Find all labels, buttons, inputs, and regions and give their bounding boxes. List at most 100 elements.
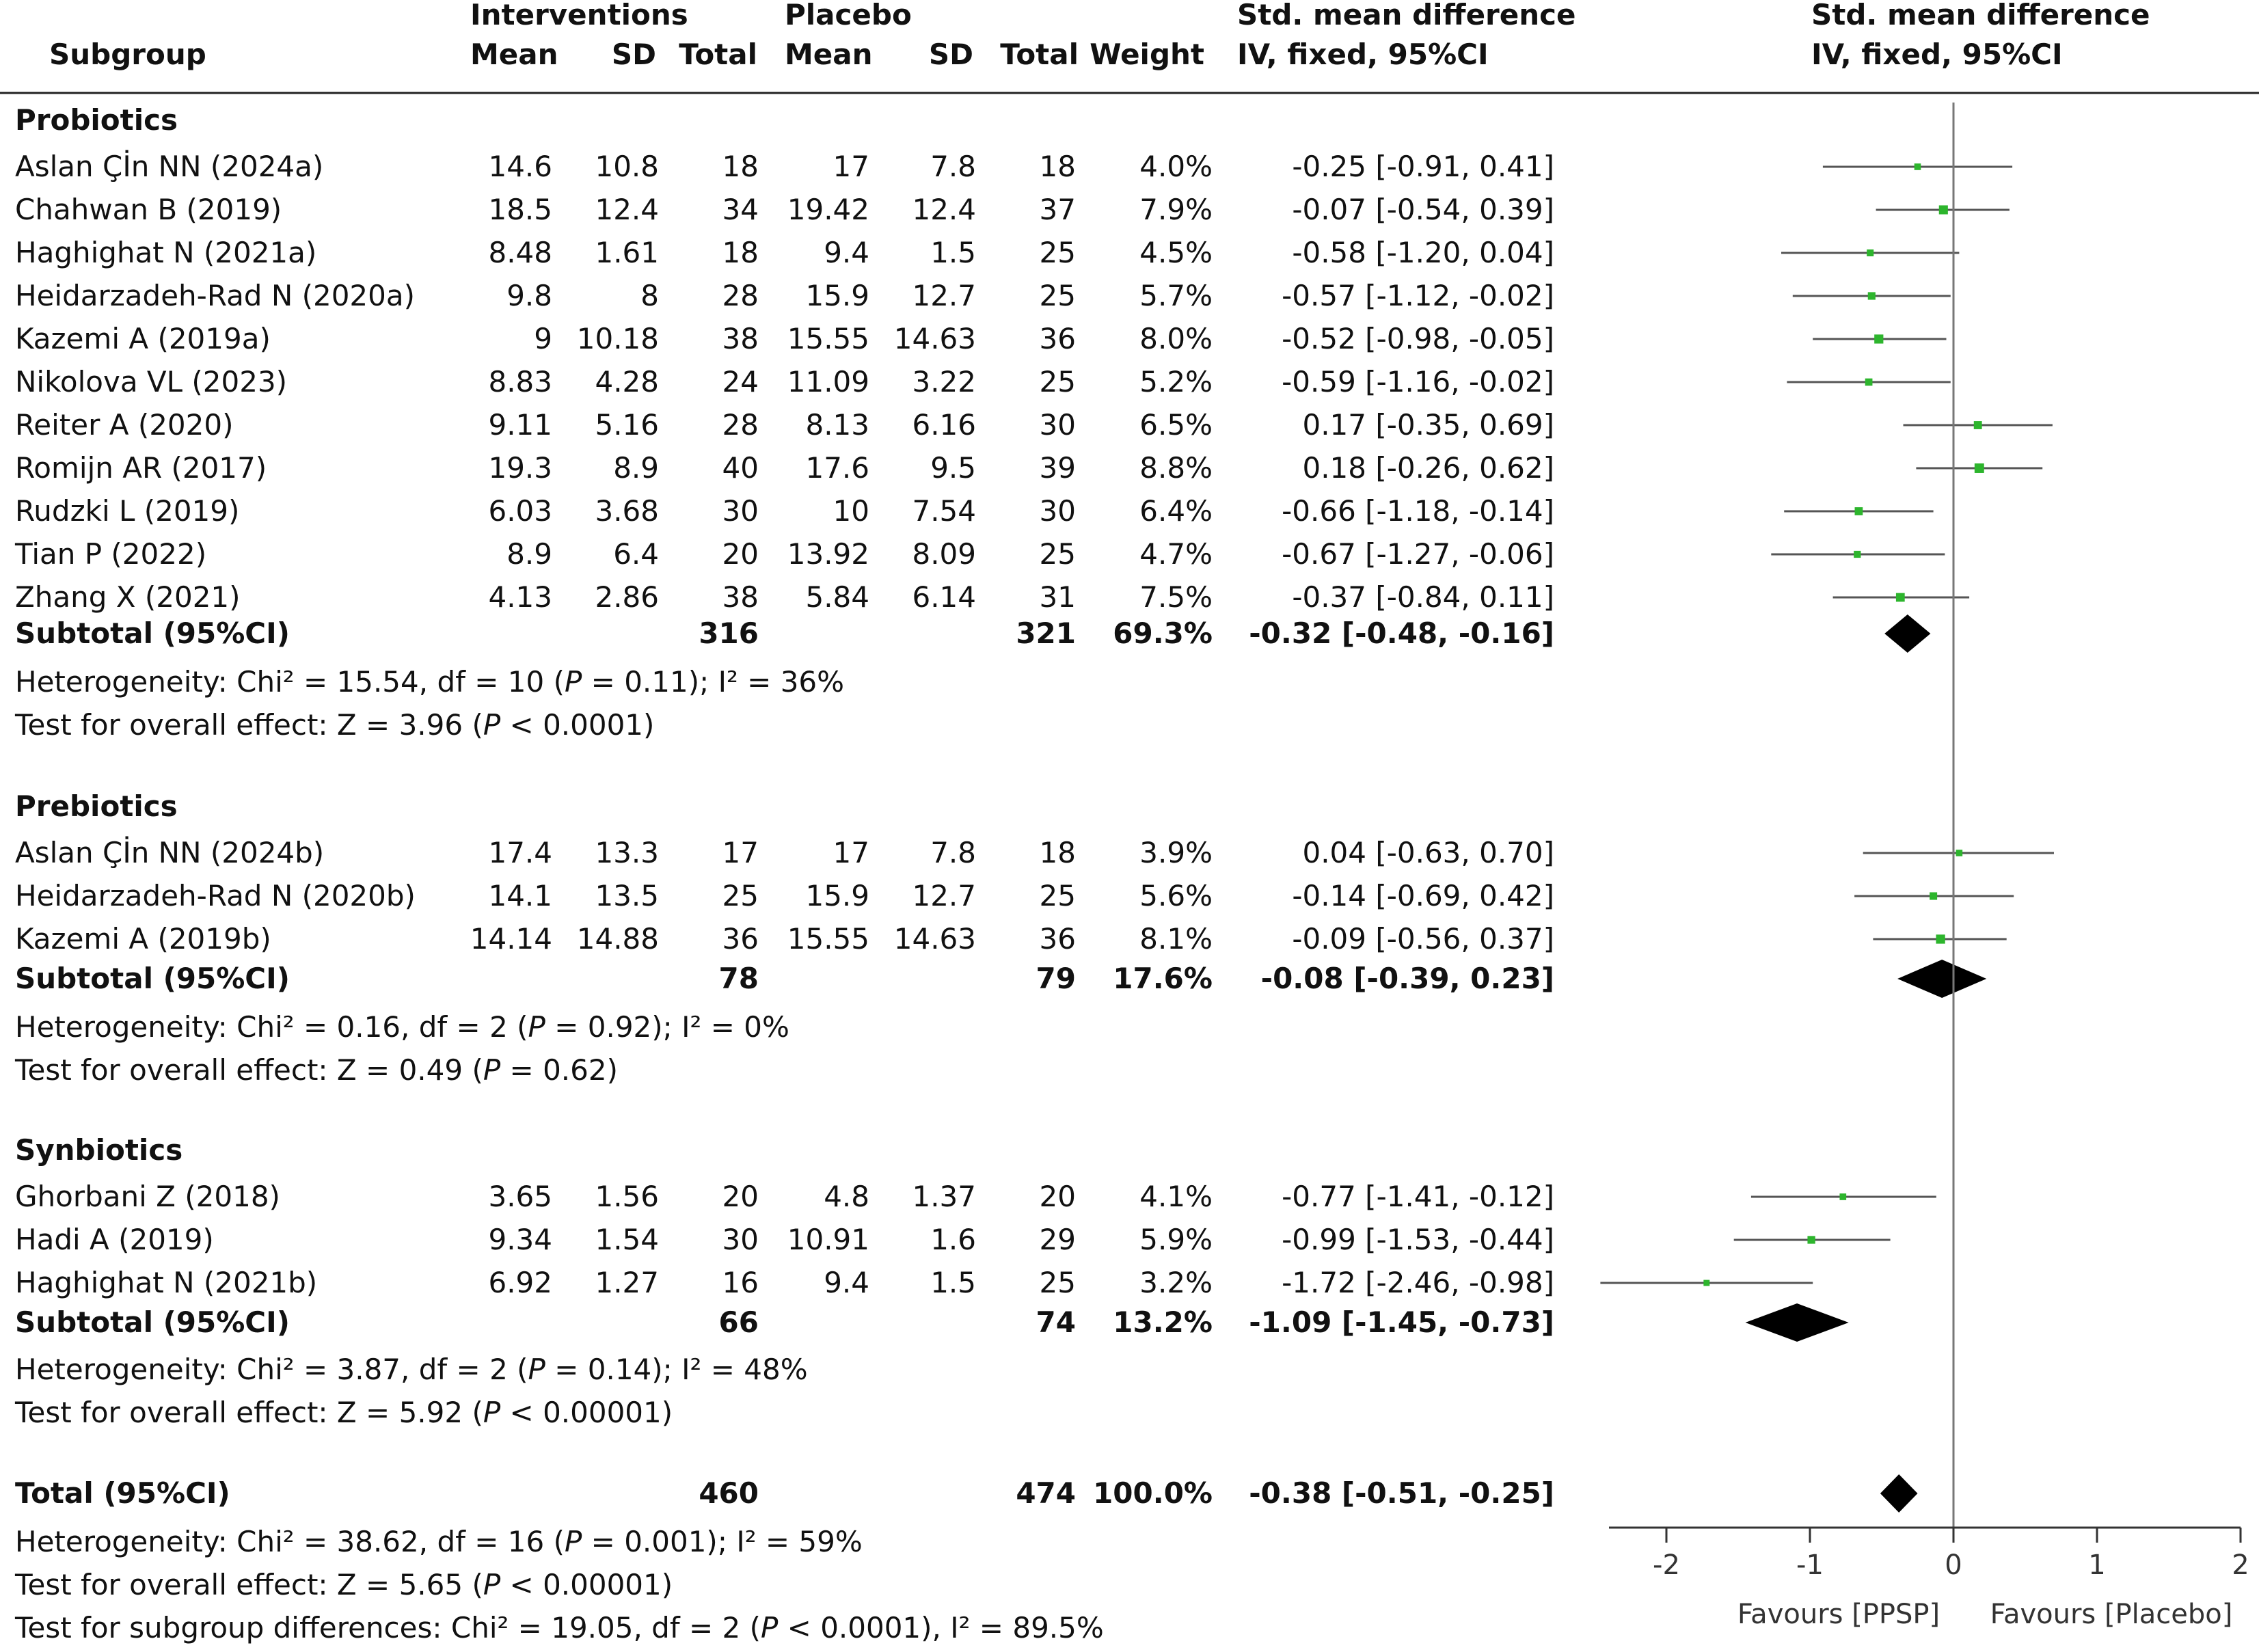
cell-pla-total: 29 bbox=[1040, 1223, 1076, 1256]
cell-weight: 5.9% bbox=[1139, 1223, 1213, 1256]
favours-left-label: Favours [PPSP] bbox=[1737, 1599, 1940, 1630]
heterogeneity-note: Heterogeneity: Chi² = 0.16, df = 2 (P = … bbox=[15, 1010, 789, 1044]
cell-weight: 5.7% bbox=[1139, 279, 1213, 312]
cell-int-mean: 3.65 bbox=[488, 1180, 552, 1213]
cell-pla-mean: 17 bbox=[833, 836, 869, 869]
effect-marker bbox=[1854, 507, 1863, 515]
cell-pla-total: 25 bbox=[1040, 879, 1076, 912]
cell-int-total: 24 bbox=[722, 365, 759, 398]
cell-pla-total: 25 bbox=[1040, 236, 1076, 269]
cell-ci: -0.67 [-1.27, -0.06] bbox=[1282, 537, 1554, 571]
subgroup-differences-note-part: < 0.0001), I² = 89.5% bbox=[778, 1611, 1103, 1644]
cell-pla-sd: 14.63 bbox=[894, 322, 976, 355]
cell-pla-sd: 1.6 bbox=[930, 1223, 976, 1256]
cell-int-mean: 6.92 bbox=[488, 1266, 552, 1299]
heterogeneity-note-part: Heterogeneity: Chi² = 0.16, df = 2 ( bbox=[15, 1010, 528, 1044]
cell-int-total: 28 bbox=[722, 408, 759, 442]
cell-pla-sd: 1.5 bbox=[930, 236, 976, 269]
header-pla-sd: SD bbox=[929, 38, 973, 71]
cell-int-total: 36 bbox=[722, 922, 759, 956]
cell-ci: -0.66 [-1.18, -0.14] bbox=[1282, 494, 1554, 528]
cell-int-total: 40 bbox=[722, 451, 759, 485]
x-tick-label: 2 bbox=[2232, 1549, 2249, 1581]
cell-pla-total: 36 bbox=[1040, 322, 1076, 355]
total-ci: -0.38 [-0.51, -0.25] bbox=[1249, 1476, 1554, 1510]
cell-int-sd: 4.28 bbox=[595, 365, 659, 398]
overall-effect-note-part: P bbox=[483, 708, 501, 742]
overall-effect-note-part: Test for overall effect: Z = 3.96 ( bbox=[14, 708, 483, 742]
cell-pla-mean: 9.4 bbox=[824, 236, 869, 269]
group-header-synbiotics: Synbiotics bbox=[15, 1133, 182, 1167]
cell-int-total: 16 bbox=[722, 1266, 759, 1299]
cell-int-total: 28 bbox=[722, 279, 759, 312]
total-overall-effect-note-part: < 0.00001) bbox=[500, 1568, 673, 1601]
overall-effect-note-part: < 0.00001) bbox=[500, 1396, 673, 1429]
cell-int-sd: 13.5 bbox=[595, 879, 659, 912]
heterogeneity-note: Heterogeneity: Chi² = 3.87, df = 2 (P = … bbox=[15, 1353, 808, 1386]
cell-int-sd: 1.54 bbox=[595, 1223, 659, 1256]
cell-pla-mean: 4.8 bbox=[824, 1180, 869, 1213]
cell-int-sd: 5.16 bbox=[595, 408, 659, 442]
total-overall-effect-note-part: Test for overall effect: Z = 5.65 ( bbox=[14, 1568, 483, 1601]
cell-weight: 4.5% bbox=[1139, 236, 1213, 269]
effect-marker bbox=[1703, 1279, 1710, 1286]
cell-pla-mean: 9.4 bbox=[824, 1266, 869, 1299]
cell-pla-total: 25 bbox=[1040, 365, 1076, 398]
subtotal-pla-total: 321 bbox=[1016, 617, 1076, 650]
total-heterogeneity-note: Heterogeneity: Chi² = 38.62, df = 16 (P … bbox=[15, 1525, 863, 1558]
study-name: Hadi A (2019) bbox=[15, 1223, 214, 1256]
heterogeneity-note: Heterogeneity: Chi² = 15.54, df = 10 (P … bbox=[15, 665, 844, 699]
subtotal-int-total: 316 bbox=[699, 617, 759, 650]
header-smd: Std. mean difference bbox=[1237, 0, 1576, 31]
x-tick-label: -1 bbox=[1796, 1549, 1824, 1581]
group-header-prebiotics: Prebiotics bbox=[15, 789, 178, 823]
subgroup-differences-note: Test for subgroup differences: Chi² = 19… bbox=[14, 1611, 1104, 1644]
cell-weight: 4.0% bbox=[1139, 150, 1213, 183]
cell-pla-sd: 8.09 bbox=[912, 537, 976, 571]
effect-marker bbox=[1839, 1193, 1847, 1200]
header-int-total: Total bbox=[679, 38, 757, 71]
total-weight: 100.0% bbox=[1093, 1476, 1213, 1510]
cell-int-mean: 14.1 bbox=[488, 879, 552, 912]
favours-right-label: Favours [Placebo] bbox=[1990, 1599, 2233, 1630]
heterogeneity-note-part: = 0.92); I² = 0% bbox=[545, 1010, 789, 1044]
cell-int-sd: 6.4 bbox=[613, 537, 659, 571]
subtotal-diamond bbox=[1897, 960, 1987, 998]
subtotal-weight: 69.3% bbox=[1113, 617, 1213, 650]
cell-pla-sd: 12.7 bbox=[912, 279, 976, 312]
cell-int-sd: 14.88 bbox=[577, 922, 659, 956]
cell-pla-mean: 17 bbox=[833, 150, 869, 183]
cell-pla-mean: 10.91 bbox=[787, 1223, 869, 1256]
subtotal-diamond bbox=[1745, 1303, 1849, 1342]
plot-marks: -2 -1 0 1 2 Favours [PPSP] Favours [Placebo] bbox=[1600, 103, 2249, 1630]
total-label: Total (95%CI) bbox=[15, 1476, 230, 1510]
total-overall-effect-note: Test for overall effect: Z = 5.65 (P < 0… bbox=[14, 1568, 673, 1601]
cell-int-total: 17 bbox=[722, 836, 759, 869]
subtotal-int-total: 78 bbox=[719, 962, 759, 995]
heterogeneity-note-part: P bbox=[565, 665, 582, 699]
cell-int-mean: 9.34 bbox=[488, 1223, 552, 1256]
header-pla-mean: Mean bbox=[785, 38, 873, 71]
cell-ci: 0.04 [-0.63, 0.70] bbox=[1302, 836, 1554, 869]
total-heterogeneity-note-part: = 0.001); I² = 59% bbox=[582, 1525, 862, 1558]
cell-int-total: 20 bbox=[722, 537, 759, 571]
header-plot-title: Std. mean difference bbox=[1811, 0, 2150, 31]
cell-pla-sd: 6.14 bbox=[912, 580, 976, 614]
cell-pla-sd: 3.22 bbox=[912, 365, 976, 398]
cell-pla-total: 37 bbox=[1040, 193, 1076, 226]
cell-weight: 3.2% bbox=[1139, 1266, 1213, 1299]
cell-int-mean: 14.14 bbox=[470, 922, 552, 956]
total-heterogeneity-note-part: P bbox=[565, 1525, 582, 1558]
cell-ci: -0.57 [-1.12, -0.02] bbox=[1282, 279, 1554, 312]
cell-pla-total: 30 bbox=[1040, 494, 1076, 528]
cell-int-sd: 1.61 bbox=[595, 236, 659, 269]
cell-int-sd: 3.68 bbox=[595, 494, 659, 528]
x-tick-label: 0 bbox=[1945, 1549, 1962, 1581]
overall-effect-note-part: < 0.0001) bbox=[500, 708, 654, 742]
heterogeneity-note-part: Heterogeneity: Chi² = 3.87, df = 2 ( bbox=[15, 1353, 528, 1386]
study-name: Heidarzadeh-Rad N (2020a) bbox=[15, 279, 415, 312]
overall-effect-note-part: P bbox=[483, 1053, 501, 1087]
cell-int-mean: 19.3 bbox=[488, 451, 552, 485]
heterogeneity-note-part: Heterogeneity: Chi² = 15.54, df = 10 ( bbox=[15, 665, 565, 699]
cell-weight: 3.9% bbox=[1139, 836, 1213, 869]
